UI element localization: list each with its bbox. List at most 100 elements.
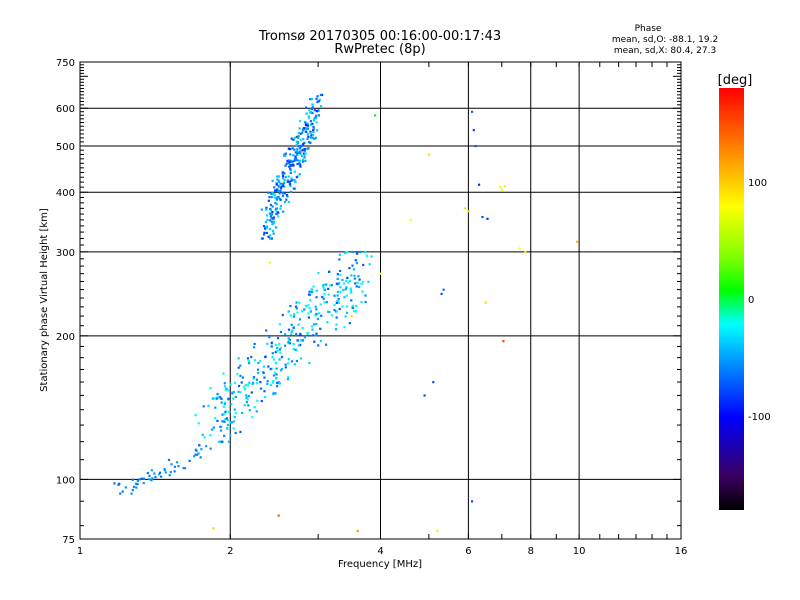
data-point bbox=[306, 137, 309, 141]
data-point bbox=[194, 448, 197, 451]
data-point bbox=[358, 285, 361, 289]
data-point bbox=[248, 381, 251, 384]
data-point bbox=[146, 471, 149, 475]
data-point bbox=[317, 344, 320, 347]
data-point bbox=[272, 217, 275, 221]
data-point bbox=[315, 97, 318, 100]
data-point bbox=[274, 392, 277, 395]
data-point bbox=[200, 448, 203, 451]
data-point bbox=[313, 109, 316, 112]
data-point bbox=[250, 391, 253, 394]
data-point bbox=[299, 165, 302, 168]
colorbar-label: [deg] bbox=[718, 73, 753, 88]
data-point bbox=[219, 429, 223, 432]
data-point bbox=[264, 226, 267, 229]
data-point bbox=[349, 287, 352, 290]
data-point bbox=[243, 404, 246, 407]
data-point bbox=[265, 208, 268, 211]
data-point bbox=[337, 301, 340, 304]
data-point bbox=[150, 479, 153, 482]
data-point bbox=[324, 343, 328, 346]
data-point bbox=[314, 117, 318, 120]
data-point bbox=[348, 322, 351, 325]
data-point bbox=[289, 148, 292, 151]
data-point bbox=[277, 190, 281, 193]
data-point bbox=[217, 396, 220, 399]
data-point bbox=[267, 199, 270, 202]
data-point bbox=[291, 147, 294, 150]
data-point bbox=[265, 206, 268, 209]
data-point bbox=[216, 392, 219, 396]
data-point bbox=[288, 167, 292, 170]
data-point bbox=[148, 474, 151, 478]
data-point bbox=[119, 492, 122, 495]
data-point bbox=[367, 280, 370, 283]
data-point bbox=[256, 382, 259, 385]
data-point bbox=[354, 282, 357, 285]
y-axis-label: Stationary phase Virtual Height [km] bbox=[39, 208, 50, 392]
data-point bbox=[281, 191, 284, 194]
data-point bbox=[311, 122, 314, 125]
data-point bbox=[298, 151, 301, 154]
data-point bbox=[226, 418, 230, 422]
data-point bbox=[296, 162, 299, 166]
data-point bbox=[323, 288, 327, 292]
data-point bbox=[266, 380, 269, 383]
data-point bbox=[276, 381, 279, 385]
data-point bbox=[294, 305, 298, 308]
data-point bbox=[250, 355, 253, 359]
data-point bbox=[338, 258, 341, 261]
data-point bbox=[314, 136, 317, 139]
data-point bbox=[279, 207, 282, 210]
data-point bbox=[309, 123, 313, 126]
data-point bbox=[277, 175, 280, 178]
data-point bbox=[280, 355, 284, 359]
data-point bbox=[336, 273, 339, 276]
data-point bbox=[194, 453, 197, 456]
data-point bbox=[213, 397, 217, 400]
data-point bbox=[266, 382, 269, 385]
data-point bbox=[295, 301, 298, 304]
data-point bbox=[245, 396, 248, 399]
data-point bbox=[307, 115, 310, 118]
x-tick-label: 8 bbox=[528, 546, 534, 557]
data-point bbox=[328, 310, 331, 314]
data-point bbox=[352, 268, 356, 271]
data-point bbox=[307, 312, 310, 315]
data-point bbox=[499, 186, 502, 189]
data-point bbox=[224, 401, 227, 404]
data-point bbox=[333, 308, 336, 312]
data-point bbox=[226, 423, 230, 426]
data-point bbox=[282, 184, 285, 187]
data-point bbox=[279, 182, 282, 185]
data-point bbox=[289, 159, 292, 162]
data-point bbox=[229, 383, 232, 386]
data-point bbox=[294, 157, 298, 160]
data-point bbox=[257, 361, 260, 365]
data-point bbox=[360, 282, 363, 286]
data-point bbox=[298, 147, 302, 150]
data-point bbox=[188, 459, 191, 462]
data-point bbox=[278, 358, 281, 361]
data-point bbox=[276, 385, 279, 388]
data-point bbox=[220, 397, 223, 400]
data-point bbox=[346, 281, 350, 284]
data-point bbox=[194, 413, 197, 417]
data-point bbox=[197, 422, 200, 425]
data-point bbox=[272, 379, 275, 383]
data-point bbox=[253, 342, 256, 346]
data-point bbox=[279, 346, 282, 350]
phase-box-line-o: mean, sd,O: -88.1, 19.2 bbox=[612, 35, 718, 45]
data-point bbox=[308, 109, 311, 112]
y-tick-label: 200 bbox=[56, 332, 75, 343]
data-point bbox=[299, 138, 302, 141]
data-point bbox=[289, 190, 293, 194]
data-point bbox=[239, 430, 242, 434]
data-point bbox=[333, 303, 336, 306]
data-point bbox=[301, 128, 305, 132]
data-point bbox=[339, 290, 342, 294]
y-tick-label: 600 bbox=[56, 104, 75, 115]
data-point bbox=[289, 168, 292, 172]
data-point bbox=[355, 285, 358, 288]
data-point bbox=[292, 148, 296, 151]
